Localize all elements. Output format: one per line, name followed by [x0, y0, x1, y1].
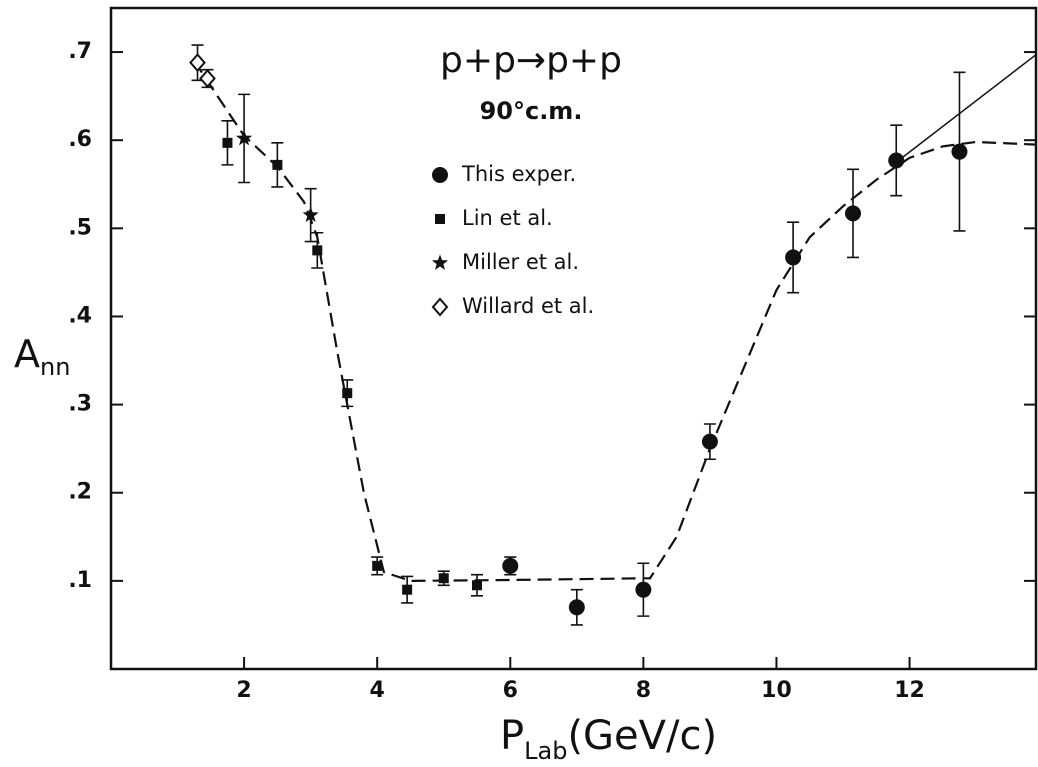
- marker: [472, 580, 483, 591]
- y-tick-label: .7: [68, 39, 92, 64]
- marker: [236, 129, 253, 146]
- y-tick-label: .3: [68, 392, 92, 417]
- chart-subtitle: 90°c.m.: [480, 97, 583, 125]
- x-axis-label: PLab(GeV/c): [500, 713, 717, 765]
- fit-curve: [895, 54, 1037, 163]
- marker: [502, 557, 519, 574]
- legend-label: Lin et al.: [462, 206, 553, 230]
- marker: [189, 53, 206, 73]
- marker: [199, 68, 216, 89]
- marker: [342, 388, 353, 399]
- x-tick-label: 6: [503, 678, 518, 703]
- legend-label: Miller et al.: [462, 250, 579, 274]
- marker: [302, 206, 319, 222]
- plot-frame: [109, 6, 1038, 671]
- chart-title: p+p→p+p: [440, 40, 622, 81]
- y-tick-label: .4: [68, 303, 92, 328]
- y-tick-label: .1: [68, 568, 92, 593]
- legend-marker: [431, 297, 449, 317]
- y-tick-label: .6: [68, 127, 92, 152]
- marker: [438, 573, 449, 584]
- y-tick-label: .5: [68, 215, 92, 240]
- legend-marker: [435, 214, 445, 224]
- fit-curve: [193, 60, 1037, 582]
- marker: [272, 159, 283, 170]
- x-axis-label-part: (GeV/c): [567, 713, 717, 759]
- marker: [635, 581, 652, 598]
- y-axis-label-part: A: [14, 332, 40, 376]
- y-axis-label: Ann: [14, 332, 70, 382]
- marker: [222, 137, 233, 148]
- marker: [312, 245, 323, 256]
- x-tick-label: 8: [636, 678, 651, 703]
- marker: [701, 433, 718, 450]
- x-tick-label: 10: [761, 678, 792, 703]
- marker: [844, 205, 861, 222]
- y-axis-label-part: nn: [40, 353, 70, 381]
- legend-label: Willard et al.: [462, 294, 594, 318]
- marker: [785, 249, 802, 266]
- marker: [372, 560, 383, 571]
- x-tick-label: 4: [370, 678, 385, 703]
- y-tick-label: .2: [68, 480, 92, 505]
- x-tick-label: 2: [236, 678, 251, 703]
- legend-marker: [431, 254, 449, 270]
- marker: [951, 143, 968, 160]
- x-axis-label-part: Lab: [524, 737, 567, 765]
- marker: [888, 152, 905, 169]
- marker: [402, 584, 413, 595]
- legend-marker: [432, 167, 448, 183]
- marker: [568, 599, 585, 616]
- x-axis-label-part: P: [500, 713, 524, 759]
- x-tick-label: 12: [894, 678, 925, 703]
- legend-label: This exper.: [461, 162, 576, 186]
